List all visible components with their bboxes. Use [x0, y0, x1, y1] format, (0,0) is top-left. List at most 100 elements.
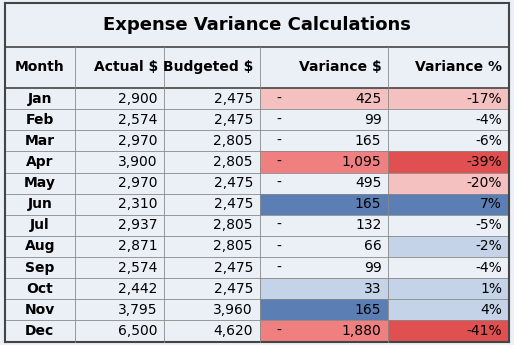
Bar [5, 194, 260, 215]
Bar [260, 278, 388, 299]
Text: 2,970: 2,970 [118, 134, 158, 148]
Bar [260, 88, 388, 109]
Bar [5, 278, 260, 299]
Text: 4%: 4% [480, 303, 502, 317]
Text: 99: 99 [363, 260, 381, 275]
Text: -20%: -20% [467, 176, 502, 190]
Bar [388, 172, 509, 194]
Bar [388, 109, 509, 130]
Bar [388, 321, 509, 342]
Text: 2,574: 2,574 [118, 260, 158, 275]
Bar [388, 299, 509, 321]
Bar [260, 236, 388, 257]
Text: -: - [277, 155, 282, 169]
Text: Month: Month [15, 60, 65, 74]
Text: 2,475: 2,475 [213, 197, 253, 211]
Text: 2,937: 2,937 [118, 218, 158, 232]
Bar [388, 88, 509, 109]
Text: Variance $: Variance $ [299, 60, 381, 74]
Text: -17%: -17% [467, 91, 502, 106]
Text: 6,500: 6,500 [118, 324, 158, 338]
Text: -: - [277, 218, 282, 232]
Text: 2,805: 2,805 [213, 155, 253, 169]
Text: 2,475: 2,475 [213, 91, 253, 106]
Text: -: - [277, 134, 282, 148]
Text: Mar: Mar [25, 134, 55, 148]
Text: Budgeted $: Budgeted $ [162, 60, 253, 74]
Bar [260, 215, 388, 236]
Text: Nov: Nov [25, 303, 55, 317]
Bar [5, 151, 260, 172]
Bar [388, 257, 509, 278]
Text: 165: 165 [355, 197, 381, 211]
Bar [5, 257, 260, 278]
Text: Aug: Aug [25, 239, 55, 254]
Bar [5, 321, 260, 342]
Text: 2,900: 2,900 [118, 91, 158, 106]
Bar [388, 194, 509, 215]
Text: Jan: Jan [28, 91, 52, 106]
Text: 2,970: 2,970 [118, 176, 158, 190]
Bar [388, 236, 509, 257]
Text: Actual $: Actual $ [94, 60, 158, 74]
Text: -41%: -41% [467, 324, 502, 338]
Text: -: - [277, 176, 282, 190]
Bar [260, 299, 388, 321]
Text: -4%: -4% [475, 260, 502, 275]
Text: 2,475: 2,475 [213, 113, 253, 127]
Text: -: - [277, 324, 282, 338]
Text: 99: 99 [363, 113, 381, 127]
Text: 2,574: 2,574 [118, 113, 158, 127]
Text: -: - [277, 239, 282, 254]
Bar [5, 3, 509, 47]
Bar [5, 130, 260, 151]
Text: 425: 425 [355, 91, 381, 106]
Bar [5, 172, 260, 194]
Bar [260, 109, 388, 130]
Text: 1%: 1% [480, 282, 502, 296]
Text: -2%: -2% [475, 239, 502, 254]
Bar [5, 236, 260, 257]
Text: 1,880: 1,880 [342, 324, 381, 338]
Bar [5, 109, 260, 130]
Text: 3,960: 3,960 [213, 303, 253, 317]
Text: -5%: -5% [475, 218, 502, 232]
Text: Sep: Sep [25, 260, 54, 275]
Text: 33: 33 [364, 282, 381, 296]
Text: 2,475: 2,475 [213, 282, 253, 296]
Text: 132: 132 [355, 218, 381, 232]
Text: Expense Variance Calculations: Expense Variance Calculations [103, 16, 411, 34]
Bar [388, 278, 509, 299]
Text: 2,871: 2,871 [118, 239, 158, 254]
Text: -39%: -39% [467, 155, 502, 169]
Text: May: May [24, 176, 56, 190]
Text: 4,620: 4,620 [213, 324, 253, 338]
Text: -: - [277, 91, 282, 106]
Text: 2,442: 2,442 [118, 282, 158, 296]
Text: Oct: Oct [26, 282, 53, 296]
Text: Jul: Jul [30, 218, 50, 232]
Text: -6%: -6% [475, 134, 502, 148]
Text: 2,805: 2,805 [213, 134, 253, 148]
Bar [5, 215, 260, 236]
Text: 2,310: 2,310 [118, 197, 158, 211]
Text: Jun: Jun [27, 197, 52, 211]
Text: Variance %: Variance % [415, 60, 502, 74]
Text: 2,805: 2,805 [213, 218, 253, 232]
Text: -4%: -4% [475, 113, 502, 127]
Bar [260, 321, 388, 342]
Bar [5, 299, 260, 321]
Bar [260, 151, 388, 172]
Text: 7%: 7% [480, 197, 502, 211]
Bar [260, 194, 388, 215]
Text: -: - [277, 113, 282, 127]
Text: Apr: Apr [26, 155, 53, 169]
Bar [388, 130, 509, 151]
Text: 66: 66 [363, 239, 381, 254]
Text: Dec: Dec [25, 324, 54, 338]
Bar [388, 215, 509, 236]
Bar [260, 130, 388, 151]
Text: 1,095: 1,095 [342, 155, 381, 169]
Bar [5, 47, 509, 88]
Text: 3,900: 3,900 [118, 155, 158, 169]
